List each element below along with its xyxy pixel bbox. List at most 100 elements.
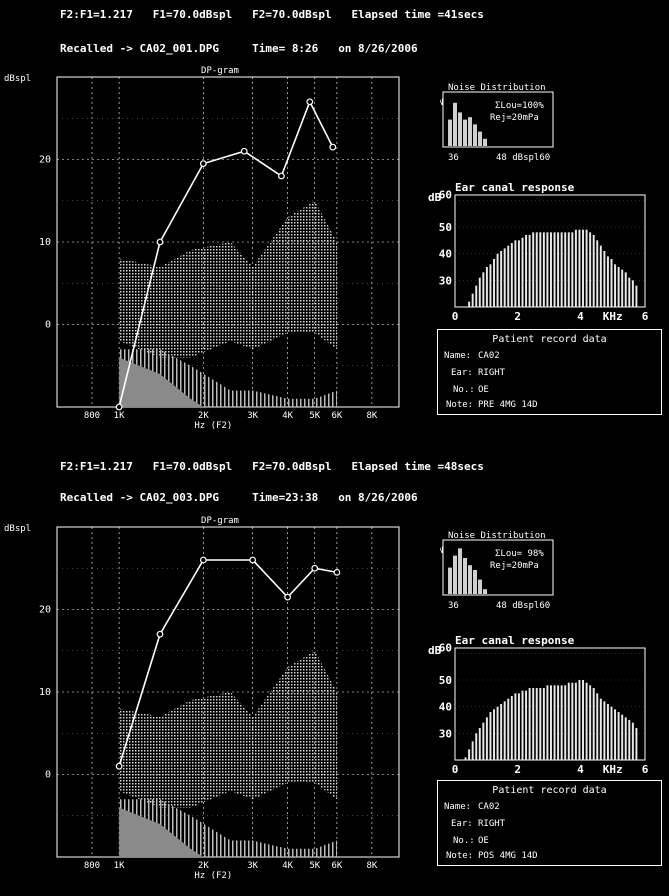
header-line-1: F2:F1=1.217 F1=70.0dBspl F2=70.0dBspl El… [60,460,484,473]
x-tick-label: 800 [84,861,100,871]
ear-bar [546,685,549,760]
ear-y-tick: 30 [439,727,452,740]
noise-floor-region [119,357,204,407]
dp-point [329,143,337,151]
ear-bar [571,682,574,760]
ear-bar [475,733,478,760]
ear-bar [596,693,599,760]
patient-record-box: Patient record data Name: CA02 Ear: RIGH… [437,329,662,415]
dp-point [199,556,207,564]
ear-y-tick: 60 [439,641,452,654]
noise-floor-region [119,807,204,857]
noise-title: Noise Distribution [448,531,546,541]
time-text: Time=23:38 [252,491,319,504]
ear-bar [592,235,595,307]
ear-bar [539,688,542,760]
x-tick-label: 8K [366,861,377,871]
ear-bar [589,685,592,760]
ear-bar [610,706,613,760]
ear-bar [517,240,520,307]
record-name-label: Name: [444,802,472,812]
ear-bar [525,690,528,760]
ear-bar [471,741,474,760]
ear-bar [578,229,581,307]
noise-n-label: N [440,546,443,556]
ear-bar [603,251,606,307]
ear-bar [567,682,570,760]
record-no: OE [478,385,489,395]
noise-bar [483,138,487,146]
ear-bar [493,709,495,760]
ear-x-tick: 4 [577,763,584,776]
ear-bar [578,680,581,760]
date-text: on 8/26/2006 [338,491,418,504]
ear-bar [585,229,588,307]
f2-text: F2=70.0dBspl [252,460,332,473]
ear-bar [482,722,485,760]
ear-bar [564,685,567,760]
f1-text: F1=70.0dBspl [152,8,233,21]
recalled-text: Recalled -> CA02_001.DPG [60,42,219,55]
x-axis-label: Hz (F2) [194,871,232,881]
dp-gram-chart: DP-gram dBspl 20 10 0 800 1K 2K 3K 4K 5K 6K 8K Hz (F2… [4,66,400,431]
ear-bar [489,264,492,307]
ear-bar [521,237,524,307]
ear-bar [582,229,584,307]
ear-bar [493,259,495,307]
x-axis-label: Hz (F2) [194,421,232,431]
ear-bar [532,232,535,307]
ear-bar [621,269,624,307]
header-line-2: Recalled -> CA02_001.DPG Time= 8:26 on 8… [60,42,418,55]
ear-bar [567,232,570,307]
ear-bar [525,235,528,307]
ear-bar [553,685,556,760]
dp-point [115,403,123,411]
x-tick-label: 6K [331,861,342,871]
noise-xmax: 48 dBspl60 [496,153,550,163]
ear-bar [510,243,513,307]
record-note-label: Note: [446,400,474,410]
ear-y-tick: 60 [439,188,452,201]
header-line-2: Recalled -> CA02_003.DPG Time=23:38 on 8… [60,491,418,504]
noise-rej: Rej=20mPa [490,561,539,571]
ear-y-tick: 50 [439,221,452,234]
noise-xmin: 36 [448,601,459,611]
dp-point [277,172,285,180]
ear-bar [635,285,638,307]
y-tick-label: 10 [39,237,51,248]
noise-band-upper [119,650,337,808]
noise-bar [468,565,472,594]
ear-bar [468,301,471,307]
ear-unit: dB [428,644,442,657]
time-text: Time= 8:26 [252,42,319,55]
ear-bar [599,245,602,307]
dp-point [333,568,341,576]
dp-point [249,556,257,564]
noise-xmax: 48 dBspl60 [496,601,550,611]
noise-bar [468,117,472,146]
ear-bar [482,272,485,307]
record-no-label: No.: [453,385,475,395]
y-axis-label: dBspl [4,74,31,84]
x-tick-label: 1K [114,861,125,871]
ear-bar [532,688,535,760]
ear-bar [485,267,488,307]
noise-bar [483,589,487,594]
record-note-label: Note: [446,851,474,861]
x-tick-label: 2K [198,411,209,421]
ear-bar [553,232,556,307]
ear-bar [489,712,492,760]
ear-bar [475,285,478,307]
ear-bar [621,714,624,760]
ear-y-tick: 50 [439,674,452,687]
ear-bar [560,232,563,307]
ear-bar [535,232,538,307]
noise-title: Noise Distribution [448,83,546,93]
chart-title: DP-gram [201,516,239,526]
record-name: CA02 [478,351,500,361]
header-line-1: F2:F1=1.217 F1=70.0dBspl F2=70.0dBspl El… [60,8,484,21]
record-no-label: No.: [453,836,475,846]
ear-bar [585,682,588,760]
noise-lou: ΣLou=100% [495,101,544,111]
